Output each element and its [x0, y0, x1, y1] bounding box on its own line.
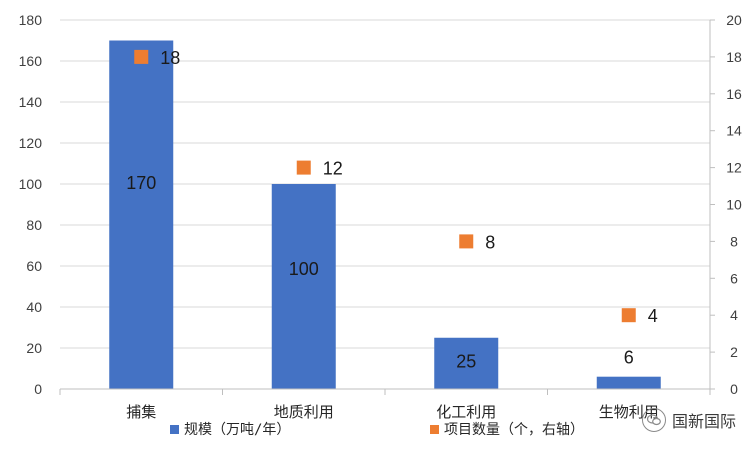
bar [271, 184, 336, 389]
legend-swatch [170, 425, 179, 434]
y-left-tick-label: 20 [26, 340, 42, 356]
marker-data-label: 4 [648, 306, 658, 326]
y-right-tick-label: 10 [726, 197, 742, 213]
marker-point [296, 160, 311, 175]
y-left-tick-label: 120 [19, 135, 43, 151]
bar-data-label: 100 [289, 259, 319, 279]
legend-swatch [430, 425, 439, 434]
y-left-tick-label: 100 [19, 176, 43, 192]
bar-data-label: 170 [126, 173, 156, 193]
bar [596, 376, 661, 389]
y-right-tick-label: 8 [730, 233, 738, 249]
bar-series: 170 100 25 6 [109, 40, 661, 389]
axes: 0 20 40 60 80 100 120 140 160 180 0 2 4 6 8 10 12 14 16 18 2… [19, 12, 742, 421]
y-left-tick-label: 80 [26, 217, 42, 233]
watermark-text: 国新国际 [671, 412, 736, 431]
marker-data-label: 8 [485, 232, 495, 252]
marker-point [621, 308, 636, 323]
y-right-tick-label: 20 [726, 12, 742, 28]
x-category-label: 化工利用 [436, 403, 496, 421]
bar [109, 40, 174, 389]
marker-data-label: 12 [323, 159, 343, 179]
y-left-tick-label: 140 [19, 94, 43, 110]
bar-data-label: 25 [456, 351, 476, 371]
y-left-tick-label: 180 [19, 12, 43, 28]
y-right-tick-label: 4 [730, 307, 738, 323]
y-right-tick-label: 16 [726, 86, 742, 102]
bar-data-label: 6 [624, 348, 634, 368]
y-right-tick-label: 2 [730, 344, 738, 360]
watermark: 国新国际 [641, 408, 736, 432]
wechat-icon [641, 408, 666, 432]
bar [434, 337, 499, 389]
legend-label: 项目数量（个，右轴） [444, 422, 584, 438]
y-left-tick-label: 40 [26, 299, 42, 315]
y-right-tick-label: 6 [730, 270, 738, 286]
marker-series: 18 12 8 4 [134, 48, 658, 326]
marker-point [134, 49, 149, 64]
y-right-tick-label: 0 [730, 381, 738, 397]
y-left-tick-label: 0 [34, 381, 42, 397]
y-left-tick-label: 60 [26, 258, 42, 274]
y-right-tick-label: 14 [726, 123, 742, 139]
x-category-label: 捕集 [126, 403, 156, 421]
x-category-label: 地质利用 [274, 403, 334, 421]
marker-point [459, 234, 474, 249]
y-right-tick-label: 18 [726, 49, 742, 65]
marker-data-label: 18 [160, 48, 180, 68]
legend-label: 规模（万吨/年） [184, 422, 290, 438]
y-right-tick-label: 12 [726, 160, 742, 176]
y-left-tick-label: 160 [19, 53, 43, 69]
legend: 规模（万吨/年） 项目数量（个，右轴） [170, 422, 584, 438]
